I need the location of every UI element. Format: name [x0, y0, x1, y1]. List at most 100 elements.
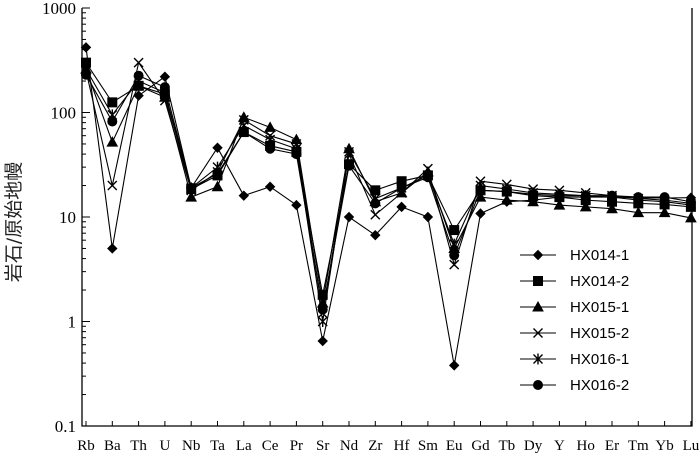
data-point-HX016-2-Rb	[81, 69, 91, 80]
data-point-HX016-2-Sm	[422, 172, 433, 183]
x-tick-label: U	[159, 438, 170, 454]
legend-label: HX016-2	[570, 377, 629, 394]
data-point-HX015-1-Tm	[632, 206, 645, 218]
data-point-HX016-2-Y	[554, 190, 565, 201]
data-point-HX014-1-U	[159, 71, 171, 82]
legend-marker	[533, 276, 543, 286]
data-point-HX015-1-Ho	[579, 200, 592, 212]
data-point-HX016-2-Ho	[580, 190, 591, 201]
data-point-HX015-1-Ta	[211, 180, 224, 192]
y-tick-label: 100	[51, 104, 77, 123]
data-point-HX016-2-Nb	[186, 182, 197, 193]
legend-entry: HX015-2	[520, 325, 629, 342]
data-point-HX016-2-Tb	[501, 186, 512, 197]
legend-label: HX014-1	[570, 247, 629, 264]
data-point-HX014-1-Pr	[291, 199, 302, 211]
x-tick-label: La	[236, 438, 252, 454]
series-group	[80, 42, 697, 371]
data-point-HX015-1-Tb	[500, 194, 513, 205]
data-point-HX015-2-Zr	[370, 209, 381, 220]
data-point-HX014-1-Rb	[80, 42, 92, 53]
data-point-HX016-1-Ce	[265, 134, 276, 146]
data-point-HX014-1-Ta	[212, 142, 223, 153]
data-point-HX015-1-Ba	[106, 136, 119, 147]
legend-entry: HX014-2	[520, 273, 629, 290]
x-tick-label: Nd	[340, 438, 359, 454]
data-point-HX014-2-Ba	[107, 97, 118, 108]
x-tick-label: Yb	[655, 438, 673, 454]
legend-marker	[532, 300, 544, 312]
series-HX016-2	[81, 69, 696, 315]
data-point-HX014-1-Eu	[448, 360, 460, 371]
y-tick-label: 1000	[42, 0, 76, 18]
legend-entry: HX014-1	[520, 247, 629, 264]
legend: HX014-1 HX014-2 HX015-1 HX015-2 HX016-1 HX016…	[520, 247, 629, 394]
x-tick-label: Th	[130, 438, 147, 454]
data-point-HX016-2-Th	[133, 70, 144, 81]
data-point-HX014-1-La	[238, 190, 250, 201]
data-point-HX016-2-La	[238, 127, 249, 138]
data-point-HX014-1-Zr	[370, 229, 381, 241]
data-point-HX015-1-Lu	[685, 211, 697, 223]
data-point-HX016-1-Sr	[317, 316, 328, 327]
data-point-HX014-1-Gd	[475, 208, 486, 219]
data-point-HX016-2-Ta	[212, 168, 223, 179]
data-point-HX016-1-Nd	[344, 146, 354, 158]
data-point-HX015-1-Er	[606, 202, 618, 214]
data-point-HX015-1-Dy	[527, 195, 539, 207]
data-point-HX014-1-Sm	[422, 211, 434, 223]
series-HX014-1	[80, 42, 697, 371]
series-HX015-1	[80, 63, 697, 308]
data-point-HX016-2-Dy	[528, 189, 539, 200]
data-point-HX015-1-Yb	[658, 206, 671, 218]
legend-entry: HX015-1	[520, 299, 629, 316]
data-point-HX016-2-Sr	[317, 304, 328, 315]
data-point-HX014-1-Hf	[396, 201, 407, 213]
legend-entry: HX016-1	[520, 351, 629, 368]
data-point-HX016-2-Er	[607, 190, 617, 201]
x-tick-label: Tb	[498, 438, 515, 454]
data-point-HX015-1-Ce	[264, 121, 276, 132]
x-axis-ticks: Rb Ba Th U Nb Ta La Ce Pr Sr Nd Zr Hf Sm Eu Gd Tb Dy Y Ho Er…	[77, 421, 700, 454]
y-axis-ticks: 0.1 1 10 100 1000	[42, 0, 90, 436]
x-tick-label: Sm	[418, 438, 438, 454]
x-tick-label: Ta	[210, 438, 225, 454]
data-point-HX015-1-Y	[553, 199, 566, 210]
data-point-HX016-2-Tm	[633, 192, 644, 203]
data-point-HX016-2-U	[159, 82, 170, 93]
x-tick-label: Lu	[683, 438, 700, 454]
x-tick-label: Hf	[394, 438, 410, 454]
x-tick-label: Ho	[577, 438, 595, 454]
y-tick-label: 10	[59, 208, 76, 227]
series-line	[85, 47, 691, 366]
legend-label: HX015-1	[570, 299, 629, 316]
data-point-HX015-2-Th	[133, 57, 144, 68]
data-point-HX014-1-Sr	[317, 335, 328, 347]
y-tick-label: 1	[68, 313, 77, 332]
data-point-HX016-2-Yb	[659, 192, 670, 203]
legend-marker	[532, 249, 544, 261]
legend-marker	[533, 353, 543, 365]
data-point-HX015-1-Nb	[185, 191, 198, 202]
data-point-HX016-2-Zr	[370, 198, 381, 209]
x-tick-label: Er	[605, 438, 619, 454]
legend-marker	[533, 328, 543, 338]
series-line	[85, 68, 692, 304]
legend-label: HX016-1	[570, 351, 629, 368]
data-point-HX016-2-Lu	[685, 196, 696, 207]
data-point-HX014-1-Th	[133, 90, 144, 101]
y-tick-label: 0.1	[55, 417, 76, 436]
data-point-HX016-2-Gd	[475, 185, 486, 196]
data-point-HX015-2-Ba	[107, 180, 118, 191]
y-axis-label: 岩石/原始地幔	[3, 162, 25, 282]
data-point-HX014-1-Nd	[343, 211, 355, 223]
x-tick-label: Ba	[104, 438, 121, 454]
legend-label: HX015-2	[570, 325, 629, 342]
x-tick-label: Rb	[77, 438, 95, 454]
x-tick-label: Y	[554, 438, 565, 454]
data-point-HX016-2-Ba	[107, 116, 118, 127]
x-tick-label: Pr	[290, 438, 303, 454]
data-point-HX014-1-Ce	[264, 181, 276, 192]
legend-entry: HX016-2	[520, 377, 629, 394]
x-tick-label: Dy	[524, 438, 543, 454]
